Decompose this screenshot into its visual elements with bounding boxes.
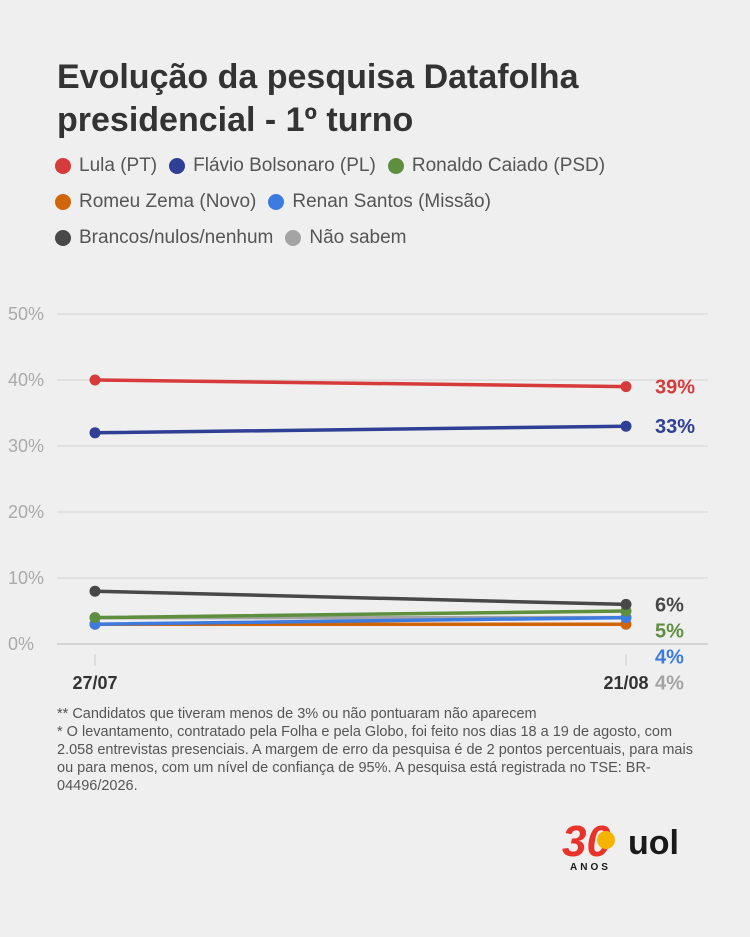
chart-title: Evolução da pesquisa Datafolha presidenc… <box>57 58 579 139</box>
y-tick-label: 50% <box>8 304 44 324</box>
legend: Lula (PT) Flávio Bolsonaro (PL) Ronaldo … <box>55 154 715 250</box>
line-chart: 0% 10% 20% 30% 40% 50% 27/07 21/08 39% 33% 6% 5% 4% 4… <box>8 304 708 700</box>
legend-dot-brancos <box>55 230 71 246</box>
footnote-2: * O levantamento, contratado pela Folha … <box>57 724 693 794</box>
legend-item-renan: Renan Santos (Missão) <box>268 190 491 214</box>
legend-item-caiado: Ronaldo Caiado (PSD) <box>387 154 606 178</box>
legend-label-brancos: Brancos/nulos/nenhum <box>79 227 274 248</box>
legend-dot-flavio <box>169 158 186 174</box>
end-label-0: 39% <box>655 377 695 399</box>
data-point-1-0 <box>89 427 101 439</box>
data-point-1-1 <box>620 420 632 432</box>
y-tick-label: 10% <box>8 568 44 588</box>
series-line-1 <box>93 424 628 435</box>
end-label-5: 6% <box>655 594 684 616</box>
y-tick-label: 20% <box>8 502 44 522</box>
legend-item-nao-sabem: Não sabem <box>285 226 407 250</box>
end-label-4: 4% <box>655 646 684 668</box>
footnote-1: ** Candidatos que tiveram menos de 3% ou… <box>57 706 537 722</box>
legend-dot-caiado <box>387 158 404 174</box>
logo-anos: ANOS <box>570 862 611 873</box>
series-line-4 <box>93 615 628 626</box>
legend-label-nao-sabem: Não sabem <box>309 227 407 248</box>
footnotes: ** Candidatos que tiveram menos de 3% ou… <box>57 705 697 795</box>
end-label-6: 4% <box>655 672 684 694</box>
end-label-1: 33% <box>655 416 695 438</box>
logo-brand: uol <box>628 824 679 862</box>
data-point-0-0 <box>89 374 101 386</box>
legend-dot-nao-sabem <box>285 230 302 246</box>
y-tick-label: 30% <box>8 436 44 456</box>
series-line-0 <box>93 378 628 389</box>
legend-dot-renan <box>268 194 285 210</box>
end-label-3: 3% <box>655 698 684 700</box>
legend-label-zema: Romeu Zema (Novo) <box>79 191 257 212</box>
legend-item-zema: Romeu Zema (Novo) <box>55 190 256 214</box>
legend-item-lula: Lula (PT) <box>55 154 157 178</box>
series-line-2 <box>93 609 628 620</box>
legend-dot-zema <box>55 194 71 210</box>
end-label-2: 5% <box>655 620 684 642</box>
legend-label-lula: Lula (PT) <box>79 155 158 176</box>
data-point-5-0 <box>89 585 101 597</box>
y-tick-label: 0% <box>8 634 34 654</box>
logo-sun-accent <box>597 831 615 849</box>
legend-label-renan: Renan Santos (Missão) <box>292 191 491 212</box>
legend-label-flavio: Flávio Bolsonaro (PL) <box>193 155 376 176</box>
y-tick-label: 40% <box>8 370 44 390</box>
series-line-5 <box>93 589 628 607</box>
data-point-5-1 <box>620 598 632 610</box>
legend-dot-lula <box>55 158 71 174</box>
uol-30-anos-logo: 30 ANOS uol <box>562 818 679 873</box>
data-point-2-0 <box>89 612 101 624</box>
x-tick-label: 21/08 <box>603 673 648 693</box>
legend-item-flavio: Flávio Bolsonaro (PL) <box>169 154 376 178</box>
logo-30-mark: 30 <box>562 818 615 866</box>
legend-item-brancos: Brancos/nulos/nenhum <box>55 226 273 250</box>
x-tick-label: 27/07 <box>72 673 117 693</box>
legend-label-caiado: Ronaldo Caiado (PSD) <box>411 155 606 176</box>
data-point-0-1 <box>620 381 632 393</box>
